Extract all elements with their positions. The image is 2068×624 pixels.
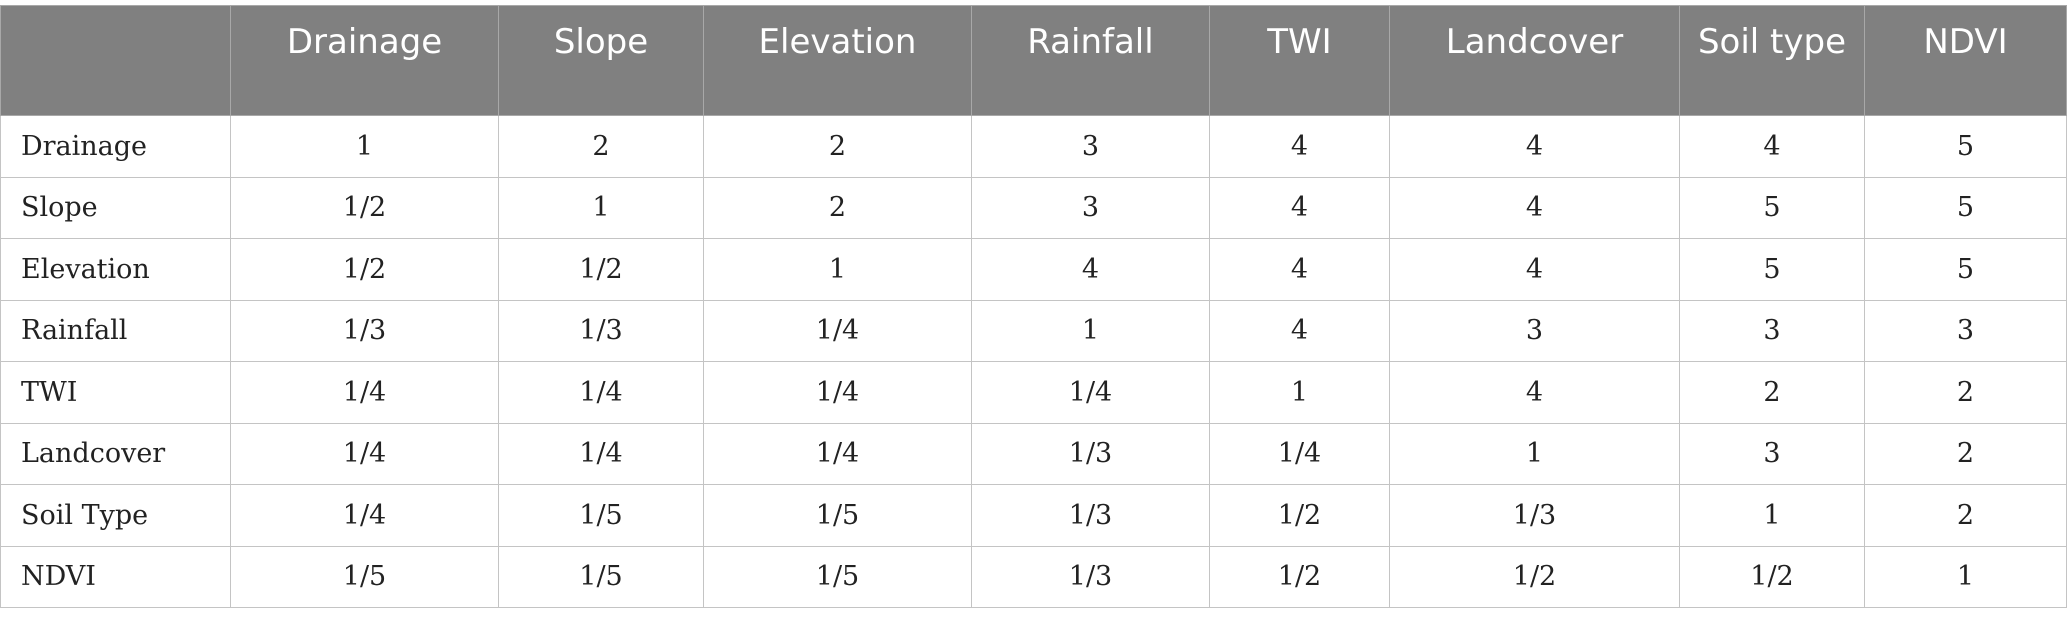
table-cell: 4 bbox=[1209, 176, 1390, 239]
table-cell: 4 bbox=[971, 238, 1210, 301]
table-cell: 3 bbox=[971, 176, 1210, 239]
table-body: Drainage 1 2 2 3 4 4 4 5 Slope 1/2 1 2 3… bbox=[0, 115, 2067, 608]
table-cell: 4 bbox=[1389, 361, 1680, 424]
table-cell: 2 bbox=[1864, 361, 2067, 424]
table-cell: 1/4 bbox=[1209, 422, 1390, 485]
column-header-landcover: Landcover bbox=[1389, 5, 1680, 116]
table-cell: 1/2 bbox=[230, 176, 499, 239]
pairwise-comparison-table: Drainage Slope Elevation Rainfall TWI La… bbox=[0, 5, 2067, 608]
table-cell: 1 bbox=[971, 299, 1210, 362]
column-header-soil-type: Soil type bbox=[1679, 5, 1865, 116]
table-row: Drainage 1 2 2 3 4 4 4 5 bbox=[0, 115, 2067, 178]
column-header-drainage: Drainage bbox=[230, 5, 499, 116]
table-cell: 1 bbox=[1389, 422, 1680, 485]
table-row: Rainfall 1/3 1/3 1/4 1 4 3 3 3 bbox=[0, 299, 2067, 362]
table-cell: 1 bbox=[1864, 545, 2067, 608]
table-cell: 1/3 bbox=[498, 299, 704, 362]
table-cell: 1/4 bbox=[230, 361, 499, 424]
table-cell: 1/5 bbox=[703, 484, 972, 547]
column-header-rainfall: Rainfall bbox=[971, 5, 1210, 116]
table-cell: 4 bbox=[1389, 176, 1680, 239]
table-cell: 1 bbox=[1679, 484, 1865, 547]
table-cell: 1/4 bbox=[230, 484, 499, 547]
table-row: Elevation 1/2 1/2 1 4 4 4 5 5 bbox=[0, 238, 2067, 301]
table-cell: 3 bbox=[1389, 299, 1680, 362]
table-cell: 1 bbox=[703, 238, 972, 301]
table-cell: 1/5 bbox=[703, 545, 972, 608]
table-cell: 1/3 bbox=[971, 484, 1210, 547]
table-cell: 1/2 bbox=[498, 238, 704, 301]
table-cell: 2 bbox=[1679, 361, 1865, 424]
table-cell: 3 bbox=[1679, 422, 1865, 485]
table-cell: 4 bbox=[1389, 238, 1680, 301]
table-cell: 4 bbox=[1679, 115, 1865, 178]
table-cell: 1/3 bbox=[1389, 484, 1680, 547]
table-cell: 1 bbox=[498, 176, 704, 239]
column-header-twi: TWI bbox=[1209, 5, 1390, 116]
table-cell: 4 bbox=[1209, 238, 1390, 301]
table-cell: 1/2 bbox=[1209, 545, 1390, 608]
table-cell: 5 bbox=[1864, 115, 2067, 178]
table-cell: 1/3 bbox=[230, 299, 499, 362]
header-row: Drainage Slope Elevation Rainfall TWI La… bbox=[0, 5, 2067, 116]
row-header: NDVI bbox=[0, 545, 231, 608]
table-cell: 5 bbox=[1679, 238, 1865, 301]
table-cell: 1/5 bbox=[230, 545, 499, 608]
column-header-slope: Slope bbox=[498, 5, 704, 116]
table-cell: 2 bbox=[1864, 422, 2067, 485]
table-cell: 1/2 bbox=[1389, 545, 1680, 608]
table-row: Soil Type 1/4 1/5 1/5 1/3 1/2 1/3 1 2 bbox=[0, 484, 2067, 547]
table-row: TWI 1/4 1/4 1/4 1/4 1 4 2 2 bbox=[0, 361, 2067, 424]
column-header-elevation: Elevation bbox=[703, 5, 972, 116]
table-cell: 1/4 bbox=[703, 361, 972, 424]
table-cell: 5 bbox=[1679, 176, 1865, 239]
table-cell: 1 bbox=[1209, 361, 1390, 424]
table-cell: 2 bbox=[498, 115, 704, 178]
row-header: Elevation bbox=[0, 238, 231, 301]
column-header-ndvi: NDVI bbox=[1864, 5, 2067, 116]
table-cell: 1 bbox=[230, 115, 499, 178]
table-cell: 1/4 bbox=[971, 361, 1210, 424]
header-corner-cell bbox=[0, 5, 231, 116]
table-cell: 4 bbox=[1389, 115, 1680, 178]
table-cell: 1/4 bbox=[703, 299, 972, 362]
table-cell: 1/2 bbox=[230, 238, 499, 301]
table-header: Drainage Slope Elevation Rainfall TWI La… bbox=[0, 5, 2067, 116]
table-cell: 5 bbox=[1864, 238, 2067, 301]
table-row: NDVI 1/5 1/5 1/5 1/3 1/2 1/2 1/2 1 bbox=[0, 545, 2067, 608]
table-cell: 3 bbox=[971, 115, 1210, 178]
table-row: Slope 1/2 1 2 3 4 4 5 5 bbox=[0, 176, 2067, 239]
row-header: Soil Type bbox=[0, 484, 231, 547]
table-cell: 2 bbox=[703, 176, 972, 239]
table-cell: 4 bbox=[1209, 115, 1390, 178]
table-cell: 1/4 bbox=[498, 422, 704, 485]
table-cell: 1/3 bbox=[971, 422, 1210, 485]
table-cell: 5 bbox=[1864, 176, 2067, 239]
row-header: Rainfall bbox=[0, 299, 231, 362]
table-cell: 2 bbox=[703, 115, 972, 178]
table-row: Landcover 1/4 1/4 1/4 1/3 1/4 1 3 2 bbox=[0, 422, 2067, 485]
table-cell: 1/5 bbox=[498, 545, 704, 608]
table-cell: 1/4 bbox=[230, 422, 499, 485]
table-cell: 3 bbox=[1864, 299, 2067, 362]
table-cell: 2 bbox=[1864, 484, 2067, 547]
table-cell: 1/2 bbox=[1209, 484, 1390, 547]
row-header: TWI bbox=[0, 361, 231, 424]
table-cell: 3 bbox=[1679, 299, 1865, 362]
table-cell: 1/4 bbox=[498, 361, 704, 424]
row-header: Drainage bbox=[0, 115, 231, 178]
table-cell: 1/5 bbox=[498, 484, 704, 547]
table-cell: 1/3 bbox=[971, 545, 1210, 608]
row-header: Landcover bbox=[0, 422, 231, 485]
table-cell: 4 bbox=[1209, 299, 1390, 362]
table-cell: 1/2 bbox=[1679, 545, 1865, 608]
row-header: Slope bbox=[0, 176, 231, 239]
table-cell: 1/4 bbox=[703, 422, 972, 485]
